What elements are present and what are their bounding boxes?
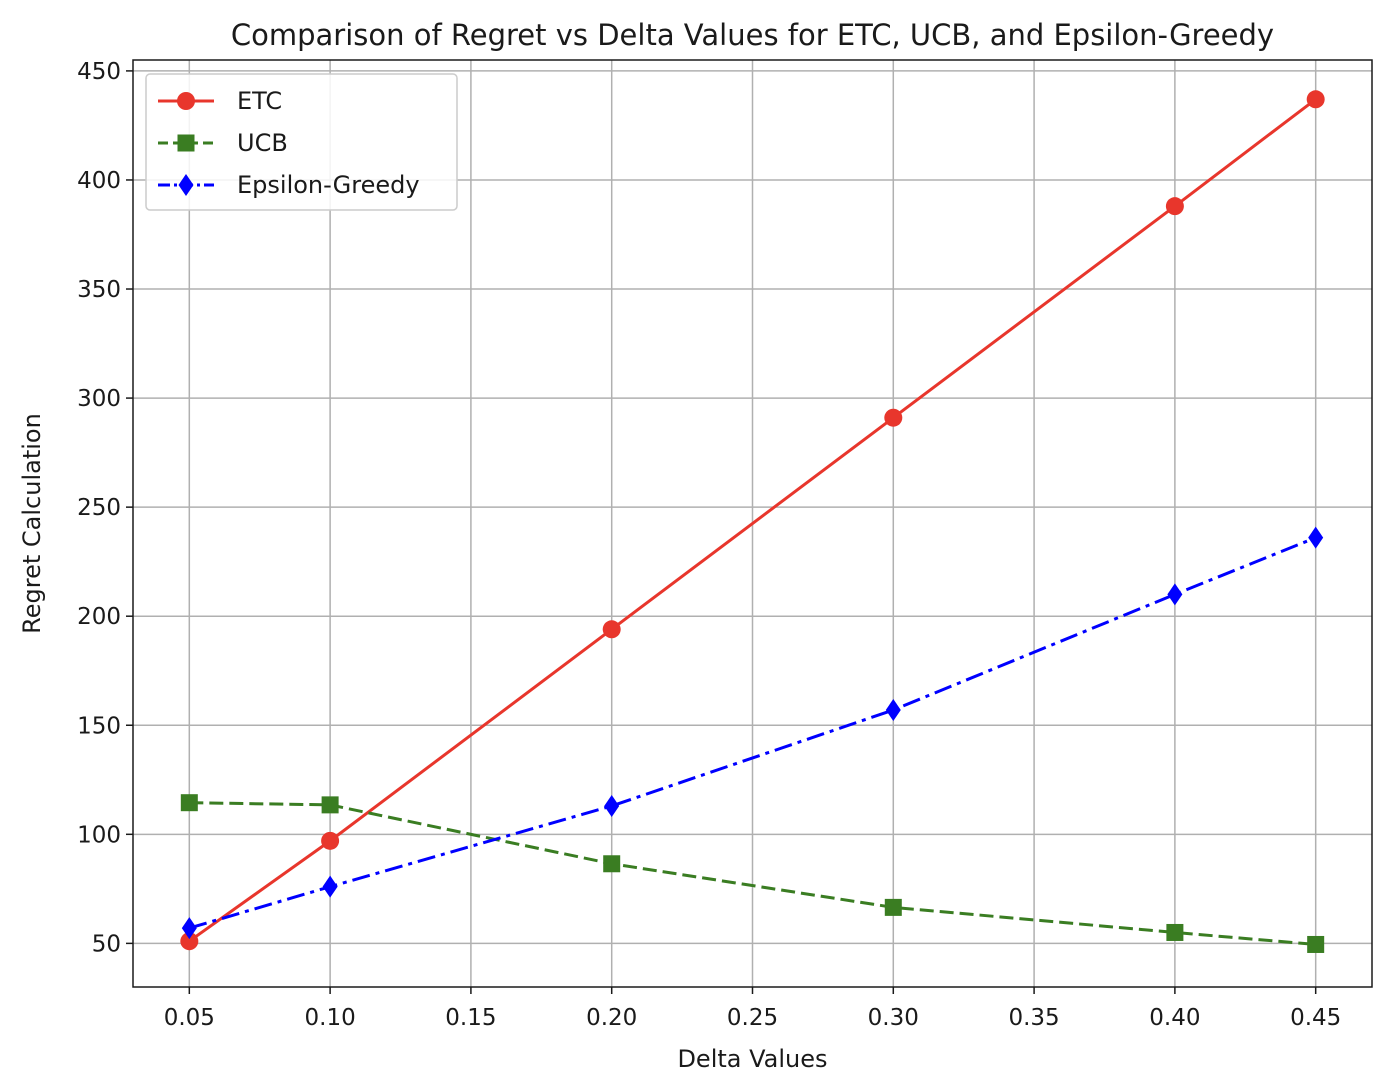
- x-tick-label: 0.25: [727, 1005, 778, 1031]
- y-tick-label: 100: [77, 822, 121, 848]
- legend-marker-etc: [177, 92, 195, 110]
- data-point-etc: [1306, 90, 1325, 109]
- y-tick-label: 300: [77, 386, 121, 412]
- data-point-epsilon-greedy: [1308, 526, 1324, 549]
- data-point-ucb: [884, 898, 902, 916]
- y-axis-label: Regret Calculation: [18, 413, 46, 634]
- y-tick-label: 400: [77, 168, 121, 194]
- y-tick-label: 150: [77, 713, 121, 739]
- data-point-etc: [884, 408, 903, 427]
- data-point-epsilon-greedy: [181, 917, 197, 940]
- legend-label-ucb: UCB: [237, 129, 288, 157]
- data-point-ucb: [1307, 935, 1325, 953]
- data-point-ucb: [603, 855, 621, 873]
- data-point-ucb: [321, 796, 339, 814]
- legend-marker-epsilon-greedy: [178, 174, 194, 196]
- x-tick-label: 0.35: [1008, 1005, 1059, 1031]
- legend-marker-ucb: [177, 134, 195, 152]
- data-point-epsilon-greedy: [885, 698, 901, 721]
- data-point-epsilon-greedy: [604, 794, 620, 817]
- chart-title: Comparison of Regret vs Delta Values for…: [231, 18, 1274, 52]
- series-ucb: [180, 794, 1325, 953]
- series-epsilon-greedy: [181, 526, 1324, 940]
- tick-layer: 0.05 0.10 0.15 0.20 0.25 0.30 0.35 0.40 0.45 50 10…: [77, 59, 1341, 1031]
- y-tick-label: 450: [77, 59, 121, 85]
- y-tick-label: 200: [77, 604, 121, 630]
- series-line-epsilon-greedy: [188, 536, 1317, 930]
- y-tick-label: 350: [77, 277, 121, 303]
- legend: ETC UCB Epsilon-Greedy: [145, 73, 458, 211]
- y-tick-label: 50: [92, 931, 121, 957]
- legend-box: [145, 73, 458, 211]
- legend-label-etc: ETC: [237, 87, 282, 115]
- data-point-ucb: [180, 794, 198, 812]
- legend-label-epsilon-greedy: Epsilon-Greedy: [237, 171, 420, 199]
- data-point-etc: [180, 932, 199, 951]
- series-line-etc: [188, 98, 1317, 943]
- data-point-epsilon-greedy: [322, 875, 338, 898]
- data-point-epsilon-greedy: [1167, 583, 1183, 606]
- x-tick-label: 0.10: [305, 1005, 356, 1031]
- data-point-ucb: [1166, 923, 1184, 941]
- series-layer: [180, 90, 1325, 953]
- data-point-etc: [321, 831, 340, 850]
- series-line-ucb: [189, 801, 1316, 946]
- x-tick-label: 0.45: [1290, 1005, 1341, 1031]
- x-tick-label: 0.20: [586, 1005, 637, 1031]
- x-tick-label: 0.05: [164, 1005, 215, 1031]
- x-axis-label: Delta Values: [677, 1045, 827, 1073]
- y-tick-label: 250: [77, 495, 121, 521]
- x-tick-label: 0.15: [445, 1005, 496, 1031]
- data-point-etc: [1165, 197, 1184, 216]
- series-etc: [180, 90, 1325, 951]
- x-tick-label: 0.30: [868, 1005, 919, 1031]
- x-tick-label: 0.40: [1149, 1005, 1200, 1031]
- data-point-etc: [602, 620, 621, 639]
